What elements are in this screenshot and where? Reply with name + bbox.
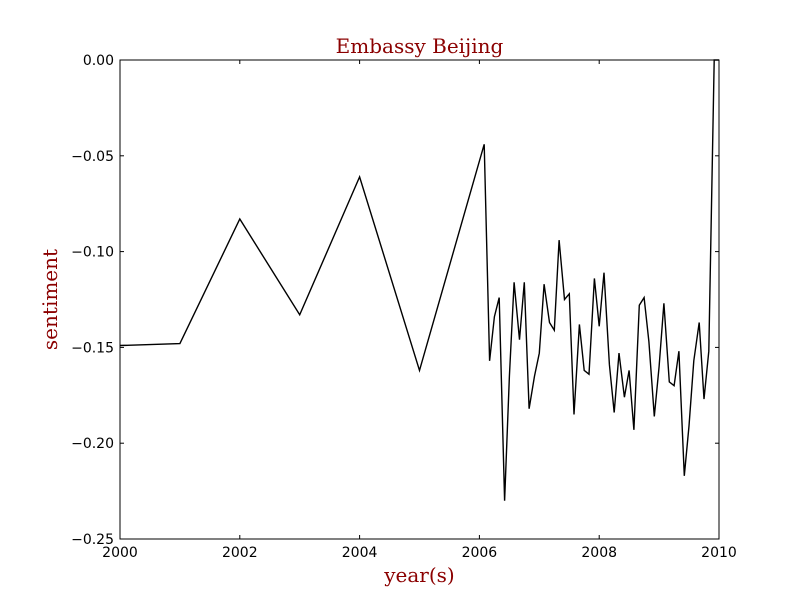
x-tick-label: 2008: [581, 545, 617, 561]
series-line: [119, 59, 719, 501]
x-tick-label: 2002: [222, 545, 258, 561]
y-axis: 0.00 −0.05 −0.10 −0.15 −0.20 −0.25: [71, 53, 719, 548]
x-tick-label: 2000: [102, 545, 138, 561]
y-tick-label: −0.10: [71, 245, 114, 261]
chart-title: Embassy Beijing: [336, 34, 504, 58]
plot-frame: [119, 59, 720, 540]
y-tick-label: −0.15: [71, 340, 114, 356]
y-axis-label: sentiment: [38, 249, 62, 350]
x-axis-label: year(s): [383, 563, 455, 587]
y-tick-label: 0.00: [83, 53, 114, 69]
y-tick-label: −0.25: [71, 532, 114, 548]
x-tick-label: 2004: [342, 545, 378, 561]
x-tick-label: 2006: [462, 545, 498, 561]
x-tick-label: 2010: [701, 545, 737, 561]
y-tick-label: −0.05: [71, 149, 114, 165]
x-axis: 2000 2002 2004 2006 2008 2010: [102, 60, 737, 561]
y-tick-label: −0.20: [71, 436, 114, 452]
